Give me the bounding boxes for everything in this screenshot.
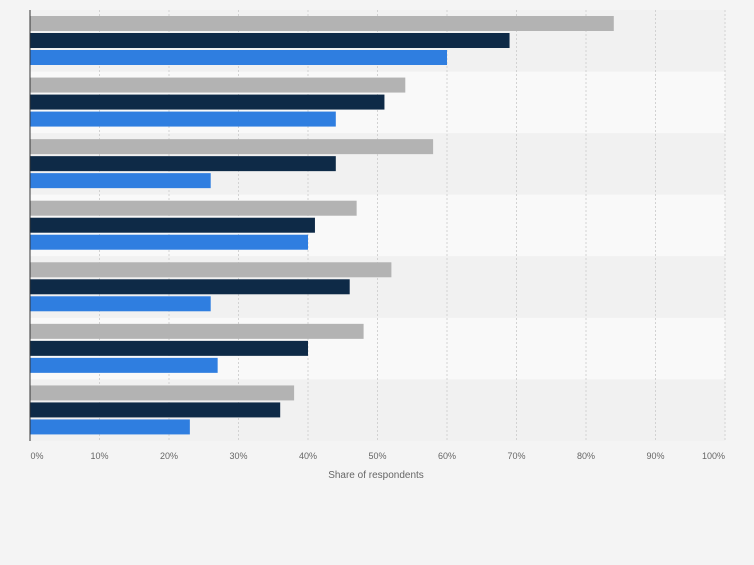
x-tick-label: 30% <box>229 451 247 461</box>
bar <box>30 296 211 312</box>
bar <box>30 16 614 31</box>
bar <box>30 200 357 216</box>
x-tick-label: 100% <box>702 451 725 461</box>
bar <box>30 357 218 373</box>
x-tick-label: 50% <box>368 451 386 461</box>
bar <box>30 385 295 401</box>
bar <box>30 323 364 339</box>
bar <box>30 50 447 65</box>
bar <box>30 279 350 295</box>
x-tick-label: 20% <box>160 451 178 461</box>
x-tick-label: 10% <box>90 451 108 461</box>
bar <box>30 262 392 278</box>
bar <box>30 94 385 110</box>
bar <box>30 77 406 93</box>
bar <box>30 402 281 418</box>
bar <box>30 419 190 435</box>
bar <box>30 173 211 189</box>
x-tick-label: 80% <box>577 451 595 461</box>
x-tick-label: 60% <box>438 451 456 461</box>
bar <box>30 340 308 356</box>
bar <box>30 111 336 127</box>
x-tick-label: 90% <box>646 451 664 461</box>
bar <box>30 217 315 233</box>
bar <box>30 33 510 48</box>
x-axis-title: Share of respondents <box>328 470 424 481</box>
bar <box>30 234 308 250</box>
x-tick-label: 0% <box>30 451 43 461</box>
x-tick-label: 70% <box>507 451 525 461</box>
x-tick-label: 40% <box>299 451 317 461</box>
bar <box>30 156 336 172</box>
bar <box>30 139 434 155</box>
